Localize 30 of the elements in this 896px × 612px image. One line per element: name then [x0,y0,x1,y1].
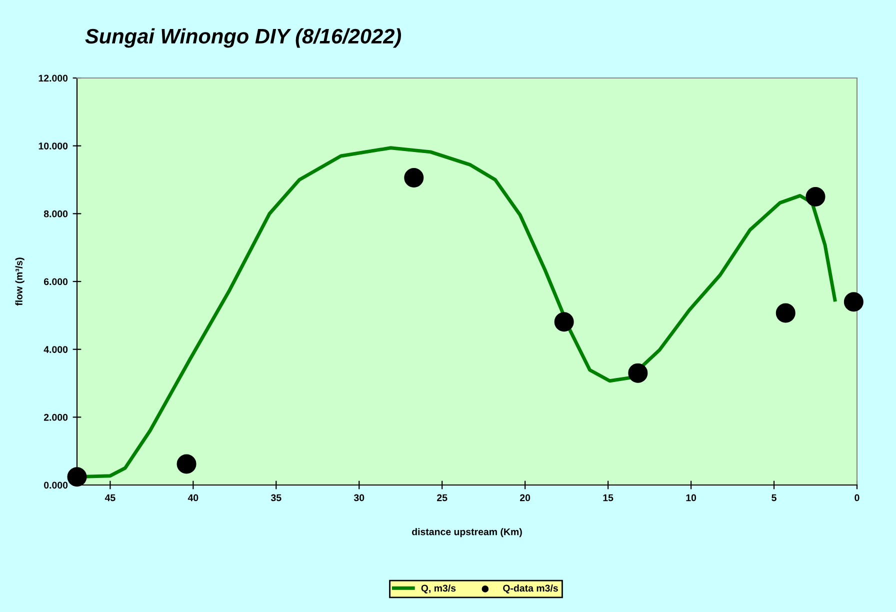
y-tick-label: 10.000 [38,142,68,150]
legend-label: Q, m3/s [421,584,456,594]
point [628,363,648,383]
point [806,186,826,206]
y-tick-label: 12.000 [38,74,68,82]
x-tick-label: 40 [188,494,198,502]
y-tick-label: 4.000 [44,346,68,353]
x-tick-label: 25 [437,494,448,502]
point [176,454,196,474]
x-tick-label: 5 [772,494,776,502]
point [404,168,424,188]
x-tick-label: 15 [603,494,614,502]
y-axis-title: flow (m³/s) [15,258,24,306]
chart-title: Sungai Winongo DIY (8/16/2022) [85,28,402,48]
x-tick-label: 20 [520,494,530,502]
point [67,467,87,487]
x-tick-label: 30 [354,494,364,502]
point [776,303,796,323]
y-tick-label: 6.000 [44,278,68,286]
y-tick-label: 2.000 [44,414,68,421]
y-tick-label: 0.000 [44,482,68,489]
x-tick-label: 35 [270,494,282,502]
x-tick-label: 0 [854,494,860,502]
y-tick-label: 8.000 [44,210,68,218]
x-tick-label: 45 [104,494,116,502]
x-tick-label: 10 [686,494,696,502]
x-axis-title: distance upstream (Km) [412,528,522,538]
point [554,312,574,332]
legend-label: Q-data m3/s [503,584,558,594]
point [844,292,864,312]
